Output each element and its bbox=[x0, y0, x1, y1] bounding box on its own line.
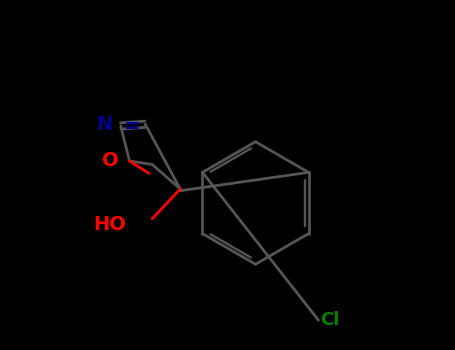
Text: Cl: Cl bbox=[320, 311, 339, 329]
Text: HO: HO bbox=[93, 215, 126, 233]
Text: O: O bbox=[102, 152, 119, 170]
Text: =: = bbox=[124, 117, 141, 136]
Text: N: N bbox=[96, 115, 112, 134]
